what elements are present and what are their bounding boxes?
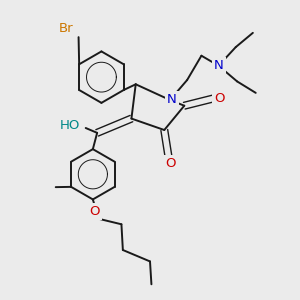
Text: O: O (166, 157, 176, 170)
Text: O: O (214, 92, 224, 105)
Text: Br: Br (58, 22, 73, 35)
Text: O: O (89, 205, 100, 218)
Text: HO: HO (60, 119, 80, 132)
Text: N: N (214, 59, 224, 72)
Text: N: N (167, 93, 177, 106)
